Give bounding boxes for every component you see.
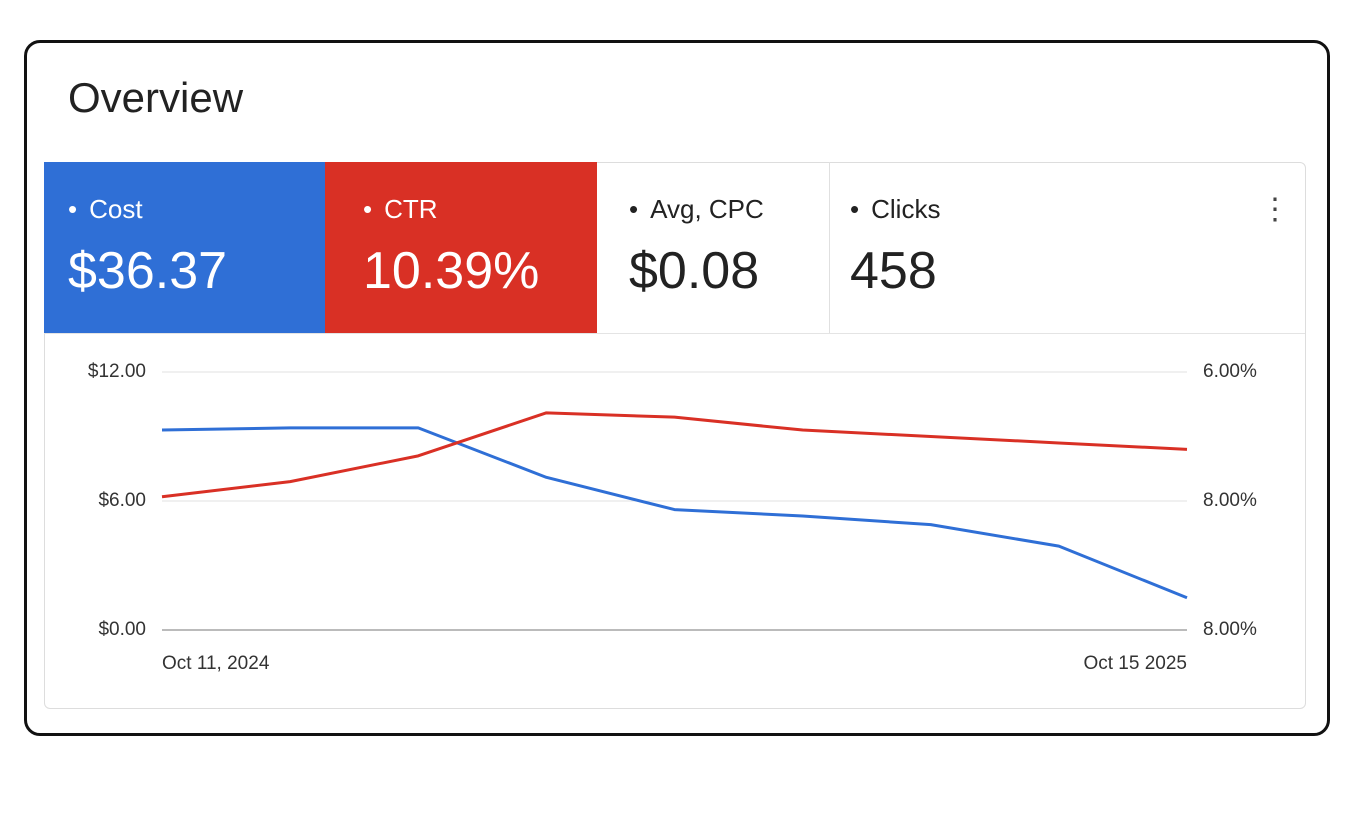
x-tick-label: Oct 15 2025	[1083, 653, 1187, 674]
metric-tile[interactable]: Clicks 458	[826, 162, 1226, 333]
y2-tick-label: 8.00%	[1203, 490, 1257, 511]
metric-label: Avg, CPC	[629, 194, 829, 225]
metric-tile[interactable]: Avg, CPC $0.08	[605, 162, 830, 333]
metric-tile[interactable]: Cost $36.37	[44, 162, 325, 333]
y2-tick-label: 6.00%	[1203, 361, 1257, 382]
divider	[44, 333, 1305, 334]
metric-value: $36.37	[68, 242, 228, 300]
x-tick-label: Oct 11, 2024	[162, 653, 270, 674]
metric-tile[interactable]: CTR 10.39%	[325, 162, 597, 333]
metric-label: Clicks	[850, 194, 1226, 225]
more-menu[interactable]: ⋮	[1260, 193, 1290, 226]
metric-value: 10.39%	[363, 242, 540, 300]
y-tick-label: $12.00	[88, 361, 146, 382]
series-line	[161, 426, 1188, 600]
y-tick-label: $0.00	[98, 619, 146, 640]
metric-value: 458	[850, 242, 937, 300]
y-tick-label: $6.00	[98, 490, 146, 511]
metric-label: Cost	[68, 194, 325, 225]
chart-panel	[44, 162, 1306, 709]
metric-label: CTR	[363, 194, 597, 225]
series-line	[161, 411, 1188, 499]
y2-tick-label: 8.00%	[1203, 619, 1257, 640]
overview-card	[24, 40, 1330, 736]
metric-value: $0.08	[629, 242, 760, 300]
title: Overview	[68, 74, 244, 121]
